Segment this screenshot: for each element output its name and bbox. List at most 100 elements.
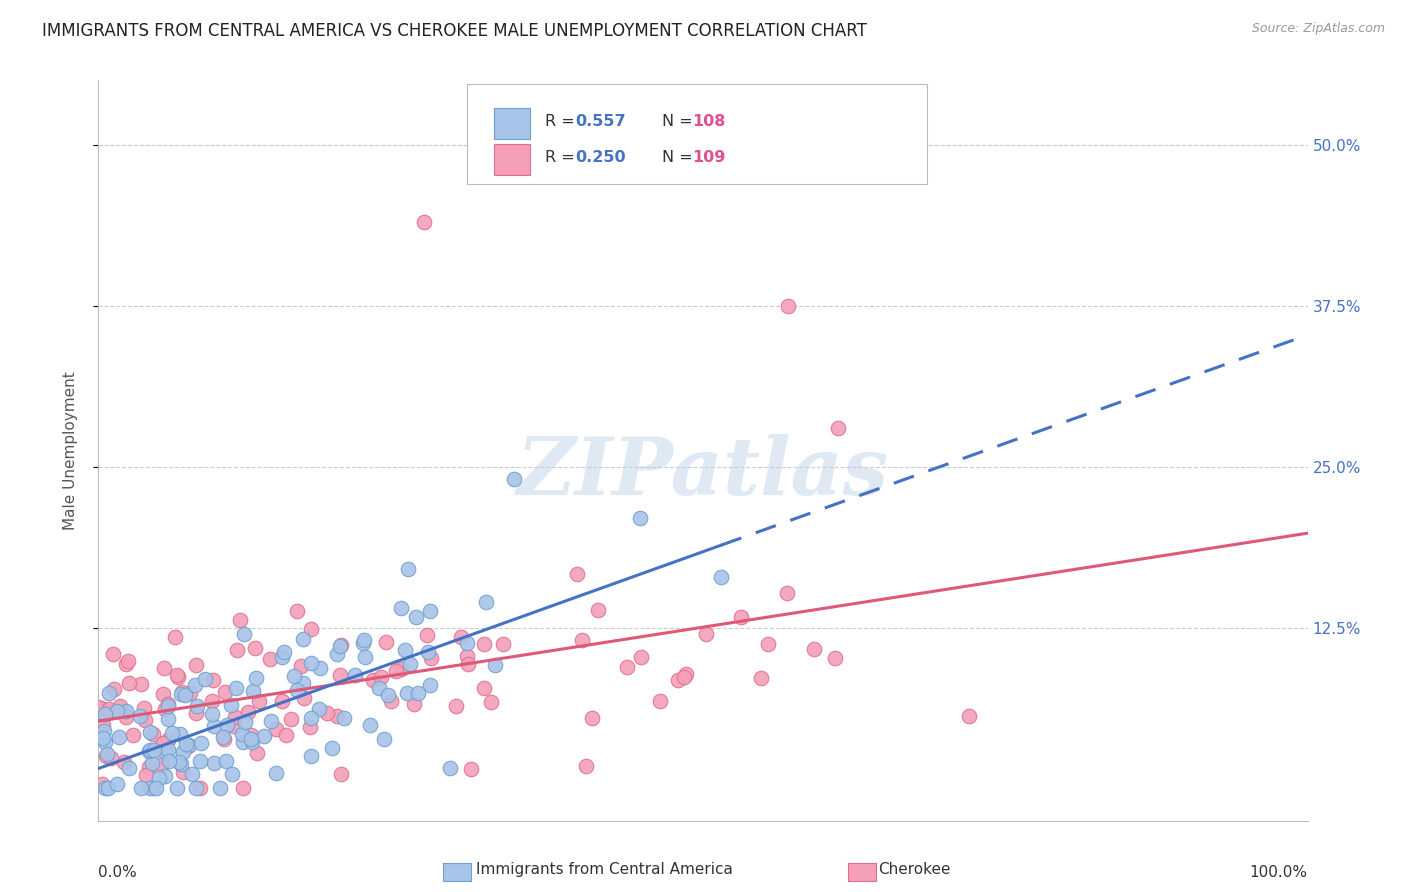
Point xyxy=(181,767,204,781)
Point xyxy=(472,681,495,695)
Point xyxy=(396,686,419,700)
Point xyxy=(212,731,235,746)
Point xyxy=(264,722,287,736)
Point xyxy=(236,705,259,719)
Point xyxy=(219,698,242,712)
Point xyxy=(108,731,131,745)
Text: N =: N = xyxy=(662,114,693,129)
Point xyxy=(179,686,201,700)
Point xyxy=(96,747,118,762)
Point xyxy=(174,737,197,751)
Point xyxy=(93,781,115,796)
Point xyxy=(202,718,225,732)
Point xyxy=(167,755,190,769)
Point xyxy=(343,668,366,682)
Point xyxy=(156,742,179,756)
Point xyxy=(749,671,772,685)
Point xyxy=(184,781,207,796)
Point xyxy=(330,638,353,652)
Point xyxy=(209,781,232,796)
Point xyxy=(155,747,177,761)
Point xyxy=(153,701,176,715)
Point xyxy=(141,756,163,770)
Point xyxy=(98,686,121,700)
Point xyxy=(402,697,425,711)
Point xyxy=(112,756,135,770)
Point xyxy=(148,772,170,786)
Point xyxy=(290,658,312,673)
Point xyxy=(586,603,609,617)
Point xyxy=(160,725,183,739)
FancyBboxPatch shape xyxy=(467,84,927,184)
Point xyxy=(105,777,128,791)
Point xyxy=(299,749,322,764)
Text: 100.0%: 100.0% xyxy=(1250,865,1308,880)
Point xyxy=(134,768,156,782)
Point xyxy=(139,725,162,739)
Point xyxy=(179,738,201,752)
Point xyxy=(710,569,733,583)
Point xyxy=(226,642,249,657)
Point xyxy=(117,654,139,668)
Point xyxy=(118,676,141,690)
Point xyxy=(157,733,180,747)
Text: R =: R = xyxy=(544,150,574,165)
Point xyxy=(270,694,292,708)
Text: IMMIGRANTS FROM CENTRAL AMERICA VS CHEROKEE MALE UNEMPLOYMENT CORRELATION CHART: IMMIGRANTS FROM CENTRAL AMERICA VS CHERO… xyxy=(42,22,868,40)
Point xyxy=(259,652,281,666)
Point xyxy=(240,732,263,747)
Point xyxy=(163,630,186,644)
Point xyxy=(628,511,651,525)
Point xyxy=(157,697,180,711)
Point xyxy=(118,762,141,776)
Point xyxy=(276,728,298,742)
Point xyxy=(170,687,193,701)
Point xyxy=(134,713,156,727)
Point xyxy=(129,781,152,796)
Point xyxy=(292,690,315,705)
Point xyxy=(93,724,115,739)
Point xyxy=(232,781,254,796)
Point xyxy=(408,686,430,700)
Point xyxy=(105,704,128,718)
Point xyxy=(221,767,243,781)
Point xyxy=(396,562,419,576)
Point xyxy=(91,731,114,746)
Point xyxy=(156,712,179,726)
Point xyxy=(233,714,256,729)
Text: 0.250: 0.250 xyxy=(575,150,626,165)
Point xyxy=(673,670,696,684)
Point xyxy=(581,711,603,725)
Point xyxy=(492,637,515,651)
Point xyxy=(177,739,200,753)
Text: Source: ZipAtlas.com: Source: ZipAtlas.com xyxy=(1251,22,1385,36)
Point xyxy=(575,759,598,773)
Point xyxy=(457,657,479,672)
Point xyxy=(333,711,356,725)
Point xyxy=(225,681,247,696)
Point xyxy=(391,662,413,676)
Point xyxy=(273,644,295,658)
Point xyxy=(245,671,267,685)
Point xyxy=(129,709,152,723)
Point xyxy=(240,735,263,749)
Point xyxy=(456,636,478,650)
Point xyxy=(100,751,122,765)
Point xyxy=(157,754,180,768)
Point xyxy=(224,710,246,724)
Point xyxy=(108,698,131,713)
Text: R =: R = xyxy=(544,114,574,129)
Point xyxy=(330,767,353,781)
Text: 109: 109 xyxy=(692,150,725,165)
Point xyxy=(385,664,408,678)
Point xyxy=(299,622,322,636)
Point xyxy=(565,567,588,582)
Text: Cherokee: Cherokee xyxy=(877,863,950,877)
Text: 0.0%: 0.0% xyxy=(98,865,138,880)
Point xyxy=(666,673,689,688)
Point xyxy=(399,657,422,671)
Point xyxy=(115,704,138,718)
Point xyxy=(377,689,399,703)
Text: ZIPatlas: ZIPatlas xyxy=(517,434,889,511)
Point xyxy=(172,745,194,759)
